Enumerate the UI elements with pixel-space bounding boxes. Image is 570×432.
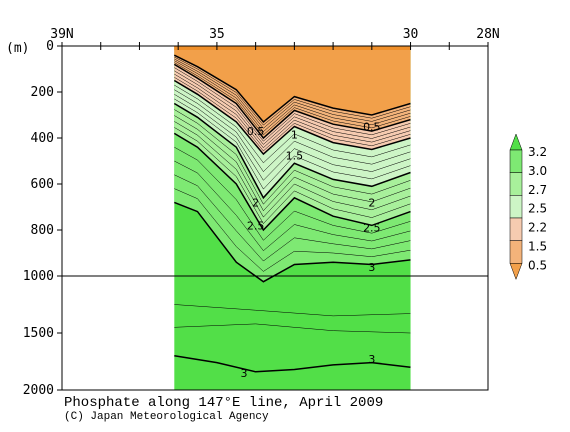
minor-contour-line — [174, 160, 411, 252]
x-tick-label: 35 — [209, 27, 225, 42]
minor-contour-line — [174, 94, 411, 181]
x-tick-label: 28N — [476, 27, 499, 42]
contour-line-3 — [174, 355, 411, 373]
minor-contour-line — [174, 67, 411, 142]
contour-label: 1 — [291, 129, 298, 142]
chart-credit: (C) Japan Meteorological Agency — [64, 411, 269, 423]
colorbar: 3.2 3.0 2.7 2.5 2.2 1.5 0.5 — [509, 133, 547, 281]
colorbar-bottom-arrow — [509, 263, 523, 281]
colorbar-segment — [509, 172, 523, 196]
minor-contour-line — [174, 109, 411, 205]
minor-contour-line — [174, 98, 411, 190]
y-axis-ticks: 0 200 400 600 800 1000 1500 2000 — [23, 39, 62, 398]
minor-contour-line — [174, 60, 411, 132]
y-tick-label: 200 — [31, 85, 54, 100]
contour-label: 1.5 — [286, 149, 304, 162]
contour-label: 0.5 — [363, 121, 381, 134]
y-unit-label: (m) — [6, 41, 29, 56]
colorbar-label: 1.5 — [528, 239, 547, 253]
contour-line-2 — [173, 102, 411, 200]
y-tick-label: 1500 — [23, 326, 54, 341]
colorbar-label: 2.5 — [528, 202, 547, 216]
x-axis-ticks: 39N 35 30 28N — [50, 27, 500, 50]
contour-label: 2.5 — [247, 219, 265, 232]
contour-label: 0.5 — [247, 125, 265, 138]
contour-line-3 — [174, 201, 411, 283]
contour-labels: 0.5 0.5 1 1.5 2 2 2.5 2.5 3 3 3 — [241, 121, 381, 380]
colorbar-segment — [509, 240, 523, 264]
minor-contour-line — [174, 115, 411, 212]
contour-label: 2 — [252, 196, 259, 209]
minor-contour-line — [174, 121, 411, 218]
minor-contour-line — [174, 188, 411, 272]
colorbar-label: 2.7 — [528, 183, 547, 197]
contour-label: 3 — [241, 367, 248, 380]
contour-line-1 — [173, 63, 411, 140]
minor-contour-line — [174, 73, 411, 149]
contour-line-2.5 — [173, 132, 411, 232]
colorbar-label: 0.5 — [528, 258, 547, 272]
minor-contour-line — [174, 323, 411, 334]
minor-contour-line — [174, 174, 411, 262]
x-tick-label: 39N — [50, 27, 73, 42]
contour-label: 3 — [368, 261, 375, 274]
contour-line-1.5 — [173, 79, 411, 156]
y-tick-label: 1000 — [23, 269, 54, 284]
minor-contour-line — [174, 62, 411, 136]
minor-contour-line — [174, 77, 411, 152]
colorbar-label: 3.2 — [528, 145, 547, 159]
contour-label: 2.5 — [363, 222, 381, 235]
minor-contour-line — [174, 127, 411, 225]
y-tick-label: 2000 — [23, 383, 54, 398]
y-tick-label: 800 — [31, 223, 54, 238]
x-tick-label: 30 — [403, 27, 419, 42]
colorbar-label: 2.2 — [528, 221, 547, 235]
contour-fills — [174, 46, 411, 390]
chart-title: Phosphate along 147°E line, April 2009 — [64, 395, 384, 411]
colorbar-segment — [509, 195, 523, 219]
minor-contour-line — [174, 89, 411, 172]
y-tick-label: 400 — [31, 131, 54, 146]
minor-contour-line — [174, 84, 411, 164]
plot-frame — [61, 45, 489, 391]
minor-contour-line — [174, 146, 411, 241]
minor-contour-line — [174, 56, 411, 126]
surface-band — [174, 46, 411, 50]
colorbar-segment — [509, 217, 523, 241]
contour-label: 2 — [368, 196, 375, 209]
minor-contour-line — [174, 58, 411, 129]
y-tick-label: 0 — [46, 39, 54, 54]
contour-label: 3 — [368, 353, 375, 366]
contour-band — [174, 46, 411, 122]
colorbar-segment — [509, 149, 523, 173]
contour-line-0.5 — [173, 54, 411, 123]
minor-contour-line — [174, 304, 411, 317]
colorbar-label: 3.0 — [528, 164, 547, 178]
y-tick-label: 600 — [31, 177, 54, 192]
contour-lines — [173, 54, 411, 373]
colorbar-top-arrow — [509, 133, 523, 151]
minor-contour-line — [174, 70, 411, 145]
